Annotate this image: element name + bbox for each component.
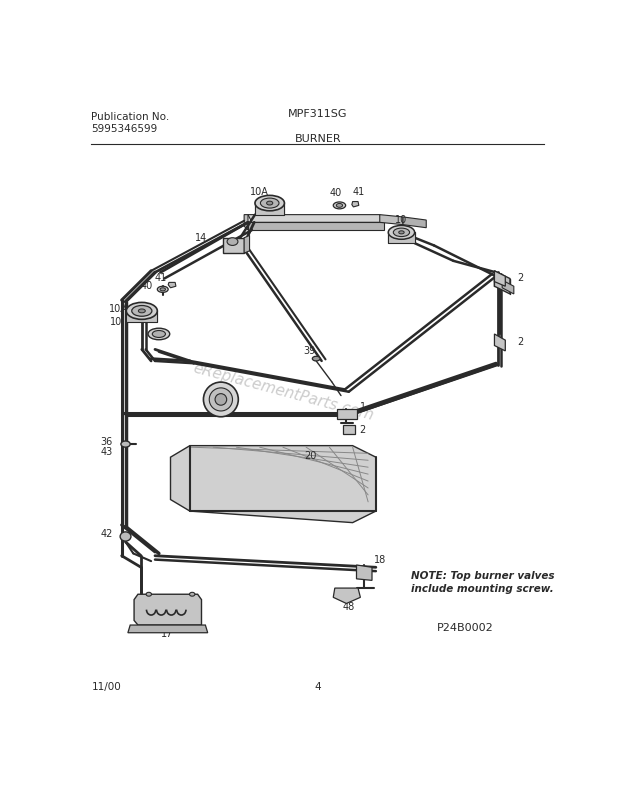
Text: 10: 10 — [110, 318, 122, 327]
Polygon shape — [248, 222, 384, 230]
Ellipse shape — [153, 330, 166, 337]
Text: 42: 42 — [100, 529, 113, 539]
Polygon shape — [170, 445, 376, 522]
Polygon shape — [502, 280, 514, 294]
Text: 1: 1 — [360, 402, 366, 412]
Polygon shape — [403, 217, 427, 228]
Text: 43: 43 — [100, 447, 113, 457]
Polygon shape — [126, 311, 157, 322]
Polygon shape — [248, 214, 384, 222]
Text: 10: 10 — [396, 215, 407, 225]
Text: 41: 41 — [155, 273, 167, 283]
Text: 40: 40 — [329, 188, 342, 198]
Text: 4: 4 — [314, 682, 321, 692]
Ellipse shape — [260, 198, 279, 208]
Ellipse shape — [215, 394, 227, 405]
Text: 36: 36 — [100, 437, 113, 447]
Ellipse shape — [255, 195, 285, 210]
Polygon shape — [495, 334, 505, 351]
Polygon shape — [379, 214, 403, 225]
Ellipse shape — [120, 532, 131, 541]
Text: 14: 14 — [195, 233, 207, 243]
Polygon shape — [334, 588, 360, 603]
Polygon shape — [255, 203, 285, 214]
Ellipse shape — [121, 441, 130, 447]
Ellipse shape — [312, 357, 320, 361]
Ellipse shape — [160, 287, 166, 291]
Text: 2: 2 — [518, 337, 524, 347]
Ellipse shape — [126, 303, 157, 319]
Ellipse shape — [399, 231, 404, 234]
Ellipse shape — [334, 202, 346, 209]
Polygon shape — [342, 425, 355, 434]
Text: 11/00: 11/00 — [92, 682, 121, 692]
Ellipse shape — [336, 203, 342, 207]
Ellipse shape — [146, 592, 151, 596]
Polygon shape — [128, 625, 208, 633]
Text: 10A: 10A — [249, 187, 268, 197]
Ellipse shape — [388, 225, 415, 239]
Text: 39: 39 — [304, 346, 316, 356]
Polygon shape — [244, 214, 248, 230]
Text: MPF311SG: MPF311SG — [288, 109, 347, 119]
Text: 40: 40 — [141, 281, 153, 291]
Ellipse shape — [227, 237, 238, 245]
Text: P24B0002: P24B0002 — [436, 622, 494, 633]
Polygon shape — [244, 235, 249, 253]
Polygon shape — [134, 594, 202, 625]
Polygon shape — [388, 233, 415, 243]
Text: 2: 2 — [518, 273, 524, 283]
Text: 17: 17 — [161, 630, 174, 639]
Polygon shape — [168, 283, 176, 287]
Ellipse shape — [148, 328, 170, 340]
Text: NOTE: Top burner valves
include mounting screw.: NOTE: Top burner valves include mounting… — [410, 571, 554, 595]
Polygon shape — [223, 237, 244, 253]
Polygon shape — [337, 410, 356, 418]
Text: 41: 41 — [353, 187, 365, 197]
Text: 20: 20 — [304, 451, 316, 461]
Text: 2: 2 — [359, 426, 365, 435]
Ellipse shape — [210, 388, 232, 411]
Ellipse shape — [157, 287, 168, 292]
Polygon shape — [495, 271, 505, 287]
Polygon shape — [495, 271, 510, 294]
Text: 18: 18 — [374, 555, 387, 565]
Ellipse shape — [203, 382, 238, 417]
Polygon shape — [352, 202, 359, 207]
Text: eReplacementParts.com: eReplacementParts.com — [191, 360, 375, 423]
Ellipse shape — [393, 228, 410, 237]
Ellipse shape — [190, 592, 195, 596]
Ellipse shape — [267, 201, 273, 205]
Text: BURNER: BURNER — [294, 133, 341, 144]
Text: 48: 48 — [342, 603, 355, 612]
Ellipse shape — [138, 309, 145, 313]
Text: 10A: 10A — [108, 304, 127, 314]
Text: Publication No.
5995346599: Publication No. 5995346599 — [92, 112, 170, 134]
Ellipse shape — [131, 306, 152, 316]
Polygon shape — [356, 565, 372, 580]
